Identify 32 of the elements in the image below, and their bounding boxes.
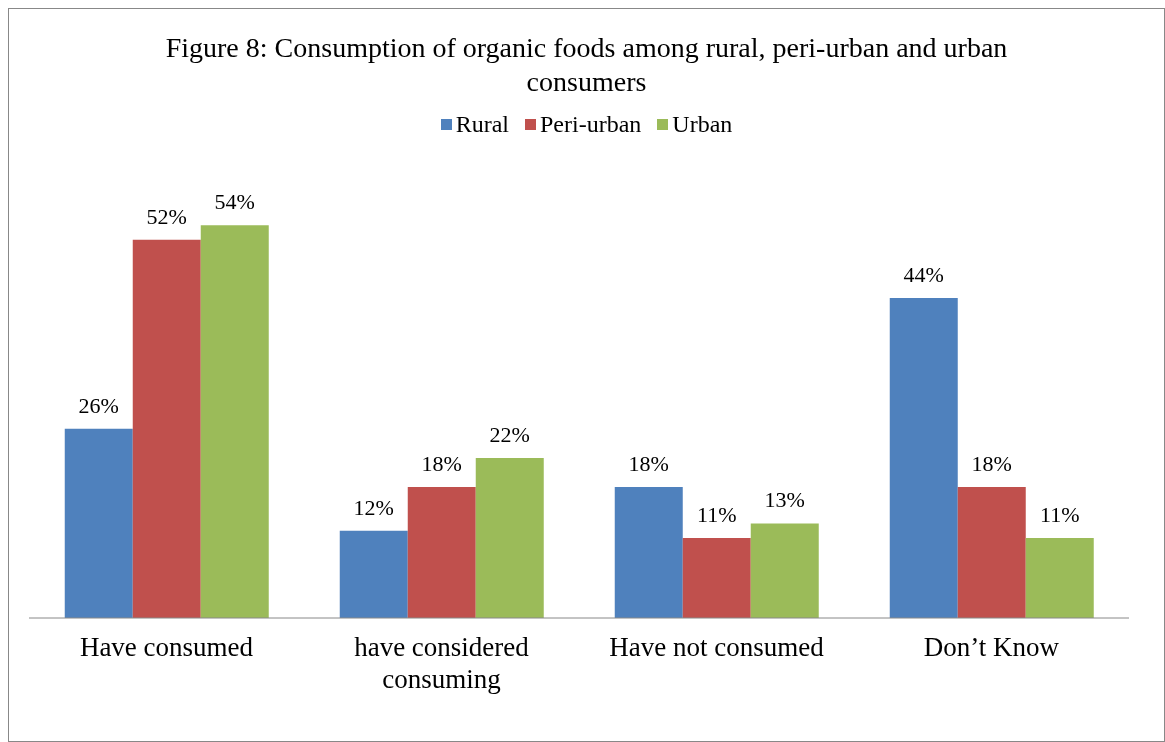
bar <box>475 457 544 618</box>
data-label: 18% <box>421 451 462 477</box>
bar <box>1025 537 1094 618</box>
bar <box>682 537 751 618</box>
bar <box>889 297 958 618</box>
x-tick-label: Have consumed <box>79 632 254 662</box>
data-label: 13% <box>764 487 805 513</box>
bar <box>957 487 1026 618</box>
data-label: 54% <box>214 189 255 215</box>
bar <box>64 428 133 618</box>
bar <box>339 530 408 618</box>
bar <box>750 523 819 618</box>
bar <box>132 239 201 618</box>
legend-label: Peri-urban <box>539 111 642 138</box>
data-label: 44% <box>903 261 944 287</box>
data-label: 18% <box>628 451 669 477</box>
bar <box>614 487 683 618</box>
bar <box>200 225 269 618</box>
data-label: 52% <box>146 203 187 229</box>
chart-title: Figure 8: Consumption of organic foods among rural, peri-urban and urban consumers <box>164 31 1009 99</box>
data-label: 12% <box>353 494 394 520</box>
x-tick-label: Don’t Know <box>923 632 1060 662</box>
legend-label: Rural <box>454 111 510 138</box>
data-label: 22% <box>489 421 530 447</box>
data-label: 18% <box>971 451 1012 477</box>
x-tick-label: Have not consumed <box>609 632 825 662</box>
legend-label: Urban <box>671 111 733 138</box>
bar <box>407 487 476 618</box>
x-tick-label: have considered consuming <box>354 632 530 694</box>
data-label: 11% <box>1039 501 1080 527</box>
data-label: 11% <box>696 501 737 527</box>
data-label: 26% <box>78 392 119 418</box>
